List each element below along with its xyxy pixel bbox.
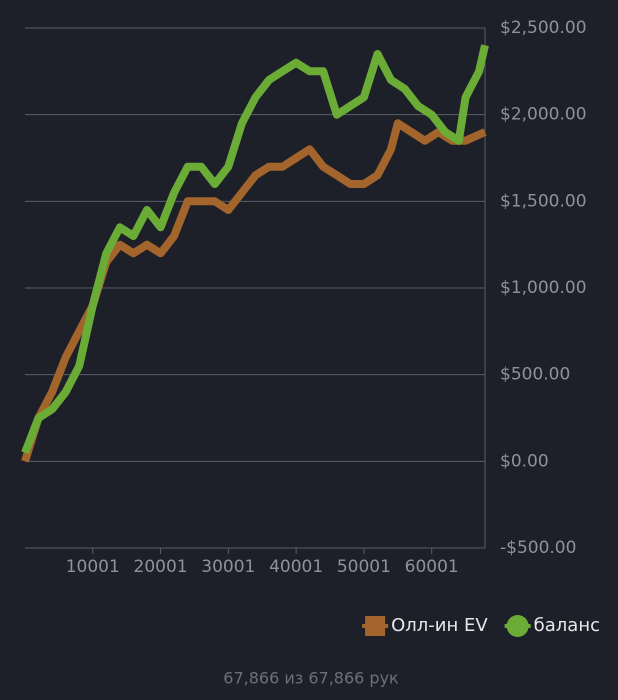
y-tick-label: $1,000.00 (500, 278, 587, 298)
x-tick-label: 40001 (269, 557, 323, 577)
x-tick-label: 50001 (337, 557, 391, 577)
y-tick-label: $0.00 (500, 451, 549, 471)
x-tick-label: 10001 (66, 557, 120, 577)
y-tick-label: $2,500.00 (500, 18, 587, 38)
footer: 67,866 из 67,866 рук (223, 669, 399, 688)
y-tick-label: $500.00 (500, 365, 570, 385)
series-line (21, 44, 489, 455)
y-tick-label: $1,500.00 (500, 191, 587, 211)
legend-label: Олл-ин EV (391, 615, 488, 636)
legend-label: баланс (534, 615, 600, 636)
x-tick-label: 30001 (201, 557, 255, 577)
x-tick-label: 20001 (134, 557, 188, 577)
y-tick-label: -$500.00 (500, 538, 576, 558)
x-tick-label: 60001 (405, 557, 459, 577)
y-tick-label: $2,000.00 (500, 105, 587, 125)
